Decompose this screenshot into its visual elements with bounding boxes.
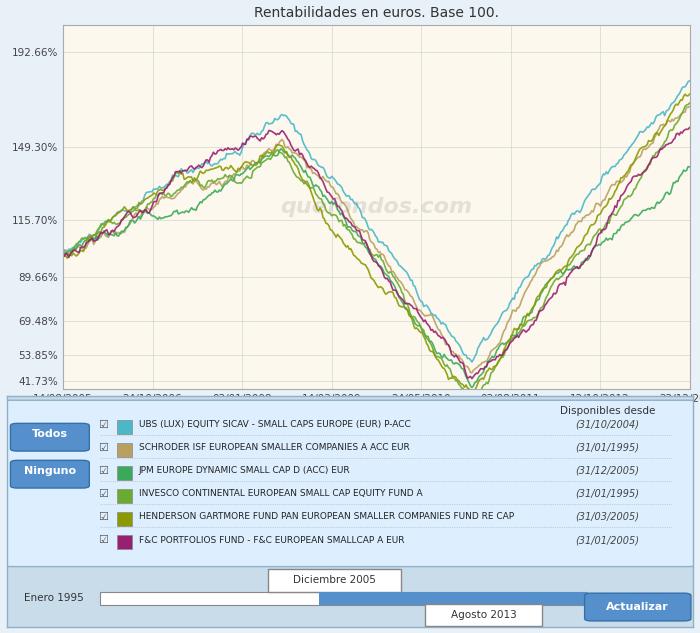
FancyBboxPatch shape	[10, 423, 90, 451]
Text: HENDERSON GARTMORE FUND PAN EUROPEAN SMALLER COMPANIES FUND RE CAP: HENDERSON GARTMORE FUND PAN EUROPEAN SMA…	[139, 513, 514, 522]
Text: Actualizar: Actualizar	[606, 602, 668, 612]
FancyBboxPatch shape	[10, 460, 90, 488]
Text: ☑: ☑	[98, 420, 108, 430]
Text: quefondos.com: quefondos.com	[280, 197, 472, 217]
Text: (31/10/2004): (31/10/2004)	[575, 420, 639, 430]
Text: INVESCO CONTINENTAL EUROPEAN SMALL CAP EQUITY FUND A: INVESCO CONTINENTAL EUROPEAN SMALL CAP E…	[139, 489, 422, 498]
Text: Ninguno: Ninguno	[25, 466, 76, 476]
Text: Agosto 2013: Agosto 2013	[597, 594, 663, 603]
Text: (31/01/1995): (31/01/1995)	[575, 442, 639, 453]
Text: Agosto 2013: Agosto 2013	[451, 610, 517, 620]
Text: Diciembre 2005: Diciembre 2005	[293, 575, 377, 586]
Text: ☑: ☑	[98, 512, 108, 522]
FancyBboxPatch shape	[426, 604, 542, 625]
Text: F&C PORTFOLIOS FUND - F&C EUROPEAN SMALLCAP A EUR: F&C PORTFOLIOS FUND - F&C EUROPEAN SMALL…	[139, 536, 404, 544]
FancyBboxPatch shape	[117, 489, 132, 503]
FancyBboxPatch shape	[267, 569, 402, 592]
Text: UBS (LUX) EQUITY SICAV - SMALL CAPS EUROPE (EUR) P-ACC: UBS (LUX) EQUITY SICAV - SMALL CAPS EURO…	[139, 420, 410, 429]
FancyBboxPatch shape	[117, 420, 132, 434]
Text: Disponibles desde: Disponibles desde	[559, 406, 655, 416]
FancyBboxPatch shape	[117, 536, 132, 549]
Text: ☑: ☑	[98, 466, 108, 476]
Text: Enero 1995: Enero 1995	[24, 594, 84, 603]
Title: Rentabilidades en euros. Base 100.: Rentabilidades en euros. Base 100.	[253, 6, 498, 20]
Text: (31/12/2005): (31/12/2005)	[575, 466, 639, 476]
FancyBboxPatch shape	[99, 592, 587, 605]
Text: (31/01/2005): (31/01/2005)	[575, 535, 639, 545]
Text: ☑: ☑	[98, 535, 108, 545]
Text: SCHRODER ISF EUROPEAN SMALLER COMPANIES A ACC EUR: SCHRODER ISF EUROPEAN SMALLER COMPANIES …	[139, 443, 410, 452]
Text: JPM EUROPE DYNAMIC SMALL CAP D (ACC) EUR: JPM EUROPE DYNAMIC SMALL CAP D (ACC) EUR	[139, 467, 350, 475]
FancyBboxPatch shape	[4, 400, 696, 567]
Text: ☑: ☑	[98, 489, 108, 499]
FancyBboxPatch shape	[584, 593, 691, 621]
Text: (31/01/1995): (31/01/1995)	[575, 489, 639, 499]
Text: (31/03/2005): (31/03/2005)	[575, 512, 639, 522]
FancyBboxPatch shape	[117, 443, 132, 457]
FancyBboxPatch shape	[319, 592, 587, 605]
FancyBboxPatch shape	[117, 466, 132, 480]
Text: ☑: ☑	[98, 442, 108, 453]
FancyBboxPatch shape	[117, 512, 132, 526]
Text: Todos: Todos	[32, 429, 68, 439]
